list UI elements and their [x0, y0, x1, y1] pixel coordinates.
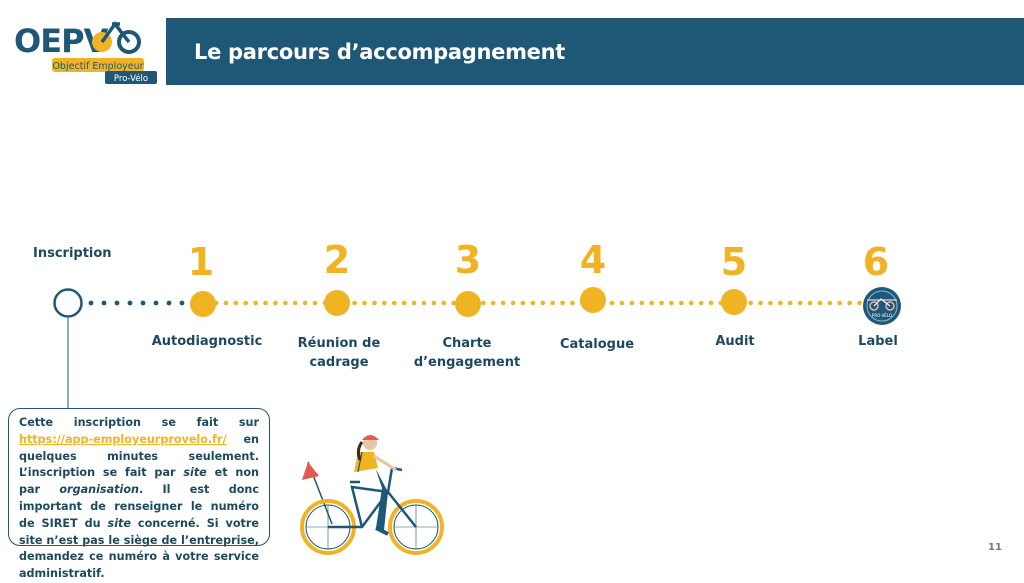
- label-badge-icon: PRO-VÉLO: [863, 287, 901, 325]
- cyclist-illustration: [300, 435, 444, 555]
- step-label-4: Catalogue: [559, 337, 635, 352]
- oepv-logo: OEPV Objectif Employeur Pro-Vélo: [14, 21, 157, 84]
- step-number-3: 3: [454, 238, 482, 282]
- step-number-5: 5: [720, 240, 748, 284]
- app-link[interactable]: https://app-employeurprovelo.fr/: [19, 432, 227, 446]
- inscription-info-box: Cette inscription se fait sur https://ap…: [8, 408, 270, 580]
- logo-bike-icon: [92, 21, 141, 54]
- step-label-6: Label: [858, 334, 898, 349]
- timeline-dots-navy: [88, 300, 185, 306]
- inscription-node: [53, 288, 83, 318]
- step-number-4: 4: [579, 238, 607, 282]
- step-label-5: Audit: [715, 334, 755, 349]
- header-bar: [166, 18, 1024, 85]
- step-number-2: 2: [323, 238, 351, 282]
- inscription-label: Inscription: [33, 246, 112, 261]
- page-title: Le parcours d’accompagnement: [194, 40, 566, 64]
- step-node-4: [580, 287, 606, 313]
- step-label-3: Charte d’engagement: [413, 336, 521, 370]
- page-number: 11: [988, 542, 1002, 553]
- step-label-2: Réunion de cadrage: [297, 336, 381, 370]
- inscription-info-text: Cette inscription se fait sur https://ap…: [19, 416, 259, 581]
- step-node-1: [190, 291, 216, 317]
- logo-tagline-2: Pro-Vélo: [114, 73, 148, 84]
- step-number-6: 6: [862, 240, 890, 284]
- step-node-5: [721, 289, 747, 315]
- step-node-2: [324, 290, 350, 316]
- step-number-1: 1: [187, 240, 215, 284]
- badge-text: PRO-VÉLO: [872, 313, 892, 318]
- step-node-3: [455, 291, 481, 317]
- step-label-1: Autodiagnostic: [151, 334, 263, 349]
- logo-tagline-1: Objectif Employeur: [52, 61, 143, 72]
